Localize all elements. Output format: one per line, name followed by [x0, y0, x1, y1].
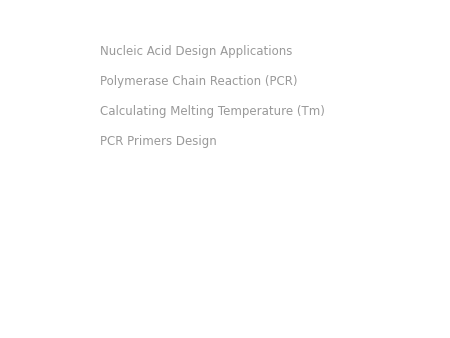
Text: Nucleic Acid Design Applications: Nucleic Acid Design Applications	[100, 45, 292, 58]
Text: Polymerase Chain Reaction (PCR): Polymerase Chain Reaction (PCR)	[100, 75, 297, 88]
Text: Calculating Melting Temperature (Tm): Calculating Melting Temperature (Tm)	[100, 105, 325, 118]
Text: PCR Primers Design: PCR Primers Design	[100, 135, 217, 148]
